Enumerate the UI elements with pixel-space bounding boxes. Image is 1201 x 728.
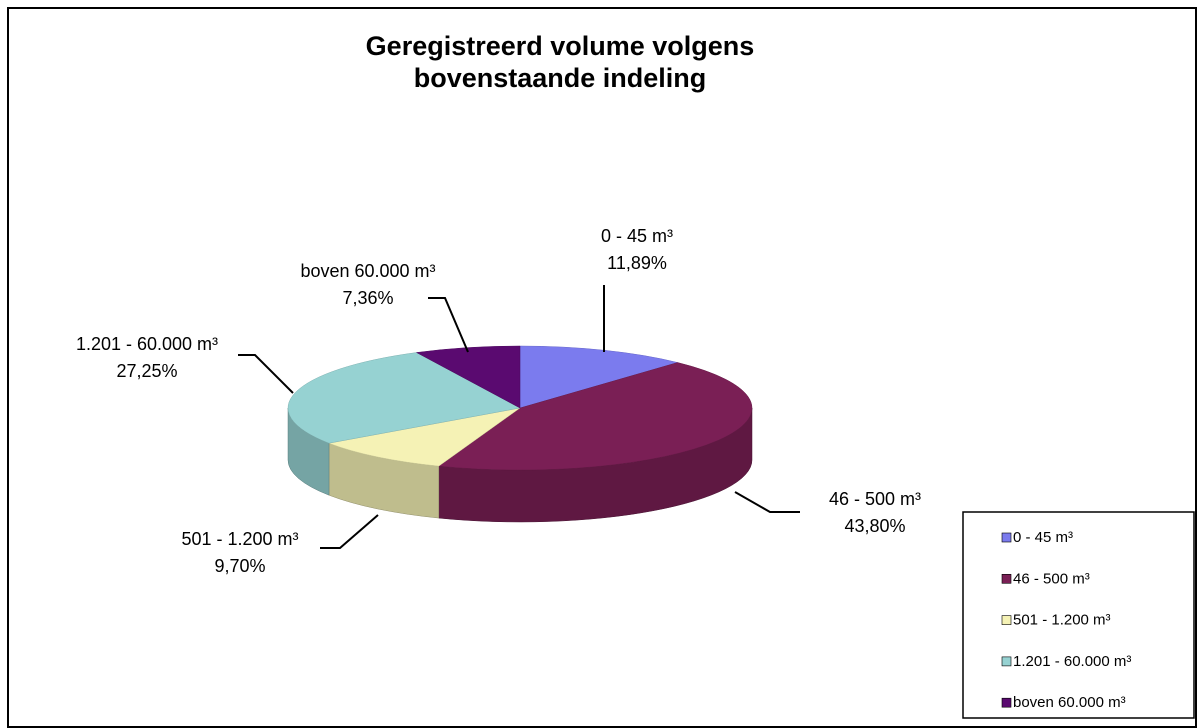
legend-label: 0 - 45 m³ (1013, 529, 1073, 546)
leader-line (320, 514, 379, 549)
pie-tops (287, 345, 753, 471)
legend-label: 46 - 500 m³ (1013, 570, 1090, 587)
leader-line (734, 491, 800, 513)
leaders (238, 285, 800, 549)
pie-slice (287, 352, 521, 444)
data-label-category: 0 - 45 m³ (601, 226, 673, 246)
legend-swatch (1001, 615, 1012, 625)
legend-swatch (1001, 656, 1012, 667)
legend-swatch (1001, 573, 1012, 584)
data-label: 43,80% (844, 516, 905, 536)
pie-slice (438, 362, 753, 471)
legend-label: 501 - 1.200 m³ (1013, 612, 1111, 629)
leader-line (428, 297, 469, 353)
pie-slice (328, 407, 521, 467)
data-label: 7,36% (342, 288, 393, 308)
data-label-category: 46 - 500 m³ (829, 489, 921, 509)
legend-box (962, 511, 1195, 719)
leader-line (238, 354, 294, 394)
data-label: 11,89% (607, 253, 667, 273)
data-label-category: boven 60.000 m³ (300, 261, 435, 281)
legend-swatch (1001, 697, 1012, 708)
pie-sides (287, 407, 753, 523)
data-label-category: 501 - 1.200 m³ (181, 529, 298, 549)
data-label: 9,70% (214, 556, 265, 576)
chart-title: Geregistreerd volume volgens bovenstaand… (365, 31, 755, 93)
data-label: 27,25% (116, 361, 177, 381)
legend-label: boven 60.000 m³ (1013, 694, 1126, 711)
legend-swatch (1001, 532, 1012, 543)
data-label-category: 1.201 - 60.000 m³ (76, 334, 218, 354)
legend-label: 1.201 - 60.000 m³ (1013, 653, 1131, 670)
